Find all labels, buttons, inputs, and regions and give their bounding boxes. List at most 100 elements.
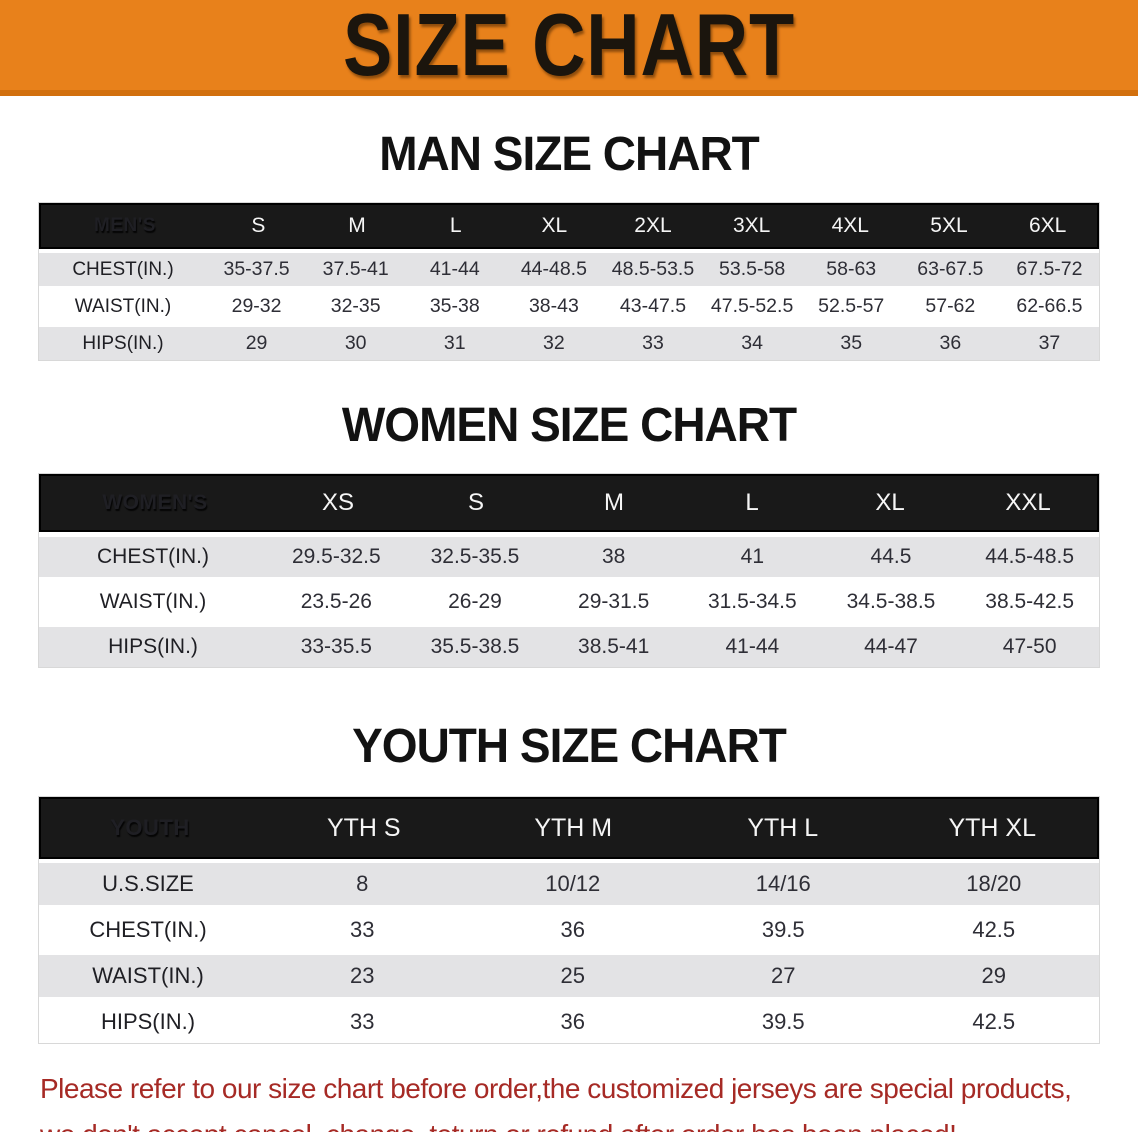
men-waist-in-value-2: 32-35 [330, 295, 381, 317]
men-size-column-header-5: 2XL [634, 214, 672, 237]
women-waist-in-value-6: 38.5-42.5 [985, 590, 1075, 613]
youth-row-chest-in: CHEST(IN.) 33 36 39.5 42.5 [39, 909, 1099, 951]
youth-section: YOUTH SIZE CHART YOUTH YTH S YTH M YTH L YTH… [0, 718, 1138, 1044]
men-size-column-header-9: 6XL [1028, 214, 1067, 237]
men-table-title: MEN'S [94, 215, 156, 236]
youth-section-heading: YOUTH SIZE CHART [352, 717, 787, 773]
men-size-column-header-3: L [449, 214, 462, 237]
women-size-table: WOMEN'S XS S M L XL XXL CHEST(IN.) 29.5-32.5 32.5… [38, 473, 1100, 668]
women-section-heading: WOMEN SIZE CHART [341, 396, 797, 452]
men-size-column-header-8: 5XL [930, 214, 968, 237]
youth-size-column-header-4: YTH XL [948, 813, 1037, 842]
youth-row-hips-in: HIPS(IN.) 33 36 39.5 42.5 [39, 1001, 1099, 1043]
youth-chest-in-value-3: 39.5 [761, 917, 805, 942]
youth-size-table: YOUTH YTH S YTH M YTH L YTH XL U.S.SIZE 8 10/12… [38, 796, 1100, 1044]
youth-hips-in-value-2: 36 [560, 1009, 585, 1034]
women-row-chest-in: CHEST(IN.) 29.5-32.5 32.5-35.5 38 41 44.5 44.5… [39, 537, 1099, 577]
women-row-hips-in: HIPS(IN.) 33-35.5 35.5-38.5 38.5-41 41-44 44-… [39, 627, 1099, 667]
men-row-label-waist-in: WAIST(IN.) [74, 295, 172, 317]
women-hips-in-value-2: 35.5-38.5 [430, 635, 520, 658]
men-chest-in-value-2: 37.5-41 [322, 258, 389, 280]
men-row-label-chest-in: CHEST(IN.) [72, 258, 174, 280]
youth-row-waist-in: WAIST(IN.) 23 25 27 29 [39, 955, 1099, 997]
men-chest-in-value-7: 58-63 [826, 258, 877, 280]
women-table-header-row: WOMEN'S XS S M L XL XXL [39, 474, 1099, 532]
women-section: WOMEN SIZE CHART WOMEN'S XS S M L XL XXL CHEST(… [0, 397, 1138, 668]
youth-waist-in-value-2: 25 [560, 963, 585, 988]
women-waist-in-value-4: 31.5-34.5 [707, 590, 797, 613]
women-hips-in-value-4: 41-44 [725, 635, 780, 658]
women-size-column-header-6: XXL [1005, 489, 1051, 516]
youth-waist-in-value-3: 27 [771, 963, 796, 988]
women-hips-in-value-5: 44-47 [864, 635, 918, 658]
youth-hips-in-value-3: 39.5 [761, 1009, 805, 1034]
men-hips-in-value-6: 34 [741, 332, 763, 354]
banner-title: SIZE CHART [343, 0, 795, 94]
women-size-column-header-4: L [745, 489, 759, 516]
women-row-waist-in: WAIST(IN.) 23.5-26 26-29 29-31.5 31.5-34.5 34… [39, 582, 1099, 622]
youth-table-title: YOUTH [110, 815, 190, 840]
men-size-table: MEN'S S M L XL 2XL 3XL 4XL 5XL 6XL CHEST(IN.) 35-37… [38, 202, 1100, 361]
men-size-column-header-1: S [251, 214, 266, 237]
men-chest-in-value-6: 53.5-58 [719, 258, 786, 280]
women-table-title: WOMEN'S [102, 491, 208, 514]
men-row-chest-in: CHEST(IN.) 35-37.5 37.5-41 41-44 44-48.5 48.5… [39, 253, 1099, 286]
women-hips-in-value-1: 33-35.5 [300, 635, 372, 658]
men-hips-in-value-8: 36 [939, 332, 962, 354]
men-size-column-header-4: XL [541, 214, 568, 237]
youth-u-s-size-value-4: 18/20 [966, 871, 1022, 896]
men-chest-in-value-9: 67.5-72 [1016, 258, 1083, 280]
men-row-waist-in: WAIST(IN.) 29-32 32-35 35-38 38-43 43-47.5 47.… [39, 290, 1099, 323]
youth-size-column-header-2: YTH M [534, 813, 613, 842]
youth-u-s-size-value-3: 14/16 [755, 871, 811, 896]
men-hips-in-value-7: 35 [840, 332, 863, 354]
youth-size-column-header-1: YTH S [326, 813, 401, 842]
women-size-column-header-3: M [604, 489, 624, 516]
women-chest-in-value-6: 44.5-48.5 [985, 545, 1075, 568]
disclaimer-line-2: we don't accept cancel, change, teturn o… [40, 1112, 1100, 1132]
youth-chest-in-value-1: 33 [350, 917, 375, 942]
women-size-column-header-5: XL [875, 489, 905, 516]
men-waist-in-value-3: 35-38 [429, 295, 480, 317]
women-row-label-chest-in: CHEST(IN.) [97, 545, 209, 568]
women-row-label-hips-in: HIPS(IN.) [108, 635, 198, 658]
men-hips-in-value-3: 31 [443, 332, 466, 354]
women-chest-in-value-4: 41 [740, 545, 764, 568]
youth-hips-in-value-4: 42.5 [972, 1009, 1016, 1034]
men-waist-in-value-9: 62-66.5 [1016, 295, 1083, 317]
women-waist-in-value-5: 34.5-38.5 [846, 590, 936, 613]
men-chest-in-value-1: 35-37.5 [223, 258, 290, 280]
youth-size-column-header-3: YTH L [747, 813, 819, 842]
women-row-label-waist-in: WAIST(IN.) [99, 590, 207, 613]
men-hips-in-value-2: 30 [344, 332, 367, 354]
disclaimer-line-1: Please refer to our size chart before or… [40, 1073, 1072, 1104]
women-waist-in-value-2: 26-29 [448, 590, 502, 613]
women-hips-in-value-3: 38.5-41 [578, 635, 650, 658]
women-size-column-header-1: XS [321, 489, 354, 516]
men-waist-in-value-1: 29-32 [231, 295, 282, 317]
men-row-label-hips-in: HIPS(IN.) [82, 332, 164, 354]
men-size-column-header-2: M [348, 214, 366, 237]
size-chart-banner: SIZE CHART [0, 0, 1138, 96]
men-section-heading: MAN SIZE CHART [379, 125, 760, 181]
men-waist-in-value-6: 47.5-52.5 [710, 295, 794, 317]
women-chest-in-value-1: 29.5-32.5 [291, 545, 381, 568]
men-waist-in-value-4: 38-43 [528, 295, 579, 317]
men-chest-in-value-5: 48.5-53.5 [611, 258, 695, 280]
men-chest-in-value-8: 63-67.5 [917, 258, 984, 280]
youth-waist-in-value-4: 29 [981, 963, 1006, 988]
men-hips-in-value-5: 33 [642, 332, 664, 354]
men-hips-in-value-1: 29 [245, 332, 268, 354]
men-waist-in-value-5: 43-47.5 [619, 295, 687, 317]
men-chest-in-value-4: 44-48.5 [520, 258, 587, 280]
women-chest-in-value-3: 38 [601, 545, 626, 568]
women-chest-in-value-5: 44.5 [870, 545, 912, 568]
disclaimer-note: Please refer to our size chart before or… [40, 1066, 1100, 1132]
youth-waist-in-value-1: 23 [350, 963, 375, 988]
men-row-hips-in: HIPS(IN.) 29 30 31 32 33 34 35 36 37 [39, 327, 1099, 360]
women-waist-in-value-1: 23.5-26 [300, 590, 372, 613]
youth-row-label-hips-in: HIPS(IN.) [100, 1009, 196, 1034]
men-size-column-header-6: 3XL [732, 214, 771, 237]
youth-chest-in-value-2: 36 [560, 917, 585, 942]
youth-row-u-s-size: U.S.SIZE 8 10/12 14/16 18/20 [39, 863, 1099, 905]
